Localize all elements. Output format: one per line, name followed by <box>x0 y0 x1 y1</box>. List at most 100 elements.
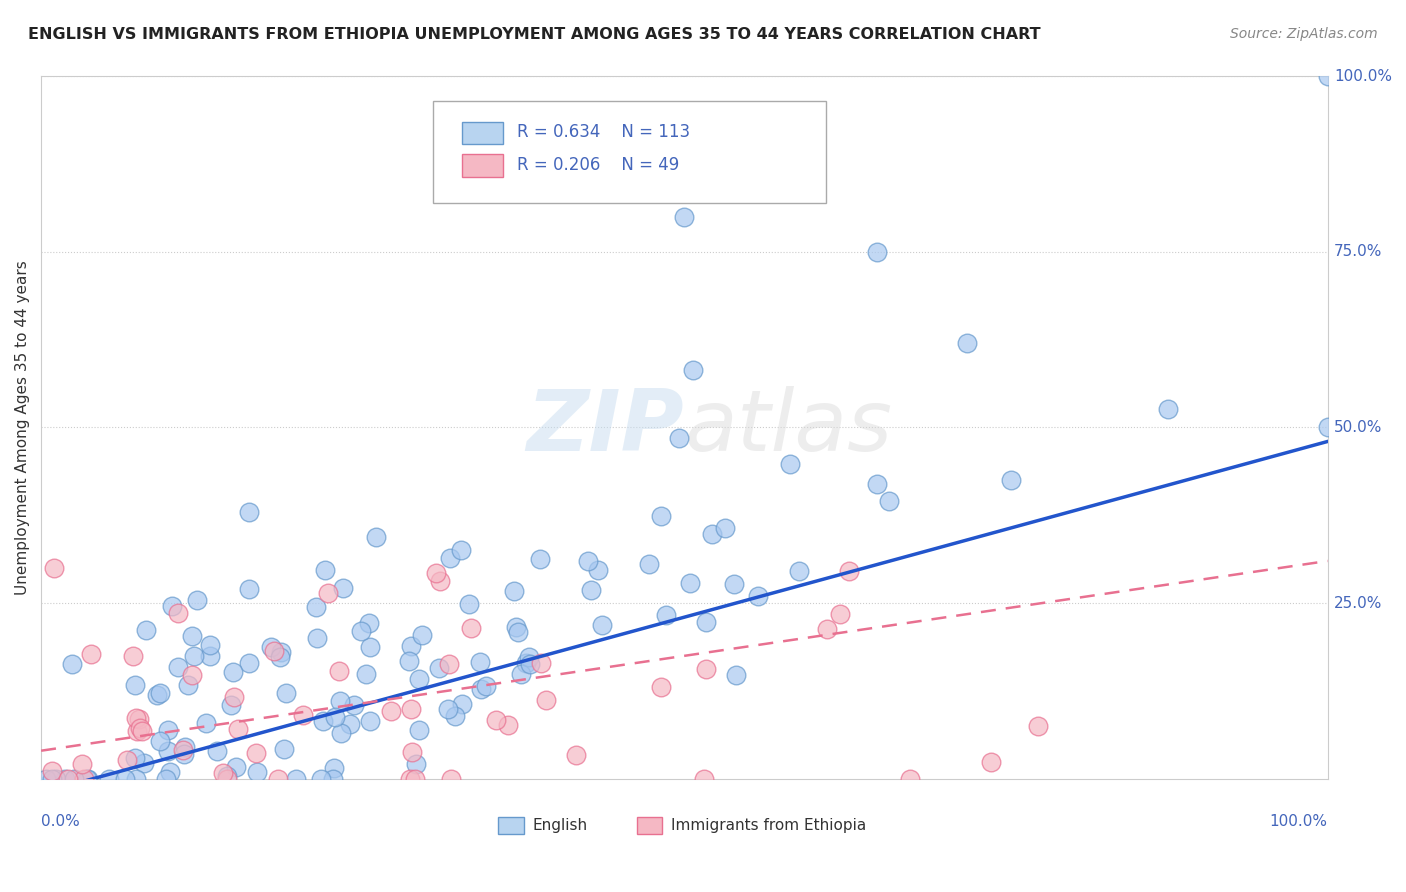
Point <box>879 493 901 508</box>
Point <box>269 649 291 664</box>
Point <box>114 772 136 786</box>
Point <box>682 363 704 377</box>
Point <box>35 772 58 786</box>
Point <box>124 678 146 692</box>
Point <box>425 566 447 580</box>
Point <box>470 681 492 696</box>
Point <box>1316 420 1339 434</box>
Point <box>131 724 153 739</box>
Point <box>53 772 76 786</box>
Text: Immigrants from Ethiopia: Immigrants from Ethiopia <box>672 818 866 833</box>
Point <box>238 505 260 519</box>
Point <box>460 621 482 635</box>
Point <box>356 666 378 681</box>
Text: 75.0%: 75.0% <box>1334 244 1382 260</box>
Point <box>160 599 183 614</box>
Point <box>475 679 498 693</box>
Point <box>650 508 672 523</box>
Point <box>427 661 450 675</box>
Point <box>285 772 308 786</box>
Point <box>245 747 267 761</box>
Point <box>399 702 422 716</box>
Point <box>405 757 427 772</box>
Text: ZIP: ZIP <box>527 386 685 469</box>
Point <box>323 710 346 724</box>
Point <box>713 521 735 535</box>
Point <box>380 704 402 718</box>
Point <box>166 659 188 673</box>
Point <box>429 574 451 589</box>
Point <box>655 608 678 623</box>
Point <box>98 772 121 786</box>
Point <box>439 551 461 566</box>
Point <box>517 649 540 664</box>
Point <box>332 581 354 595</box>
Point <box>586 563 609 577</box>
Point <box>156 744 179 758</box>
FancyBboxPatch shape <box>498 817 523 834</box>
Point <box>408 673 430 687</box>
Point <box>132 756 155 771</box>
Point <box>401 639 423 653</box>
Point <box>125 711 148 725</box>
Point <box>366 530 388 544</box>
Point <box>339 716 361 731</box>
Point <box>679 575 702 590</box>
Point <box>312 714 335 728</box>
Point <box>450 542 472 557</box>
Point <box>323 760 346 774</box>
Point <box>121 648 143 663</box>
Point <box>217 772 239 786</box>
Point <box>222 690 245 705</box>
Point <box>668 431 690 445</box>
Point <box>359 714 381 729</box>
Point <box>128 712 150 726</box>
Point <box>167 606 190 620</box>
Point <box>198 649 221 664</box>
Point <box>246 764 269 779</box>
Point <box>305 632 328 646</box>
Point <box>128 721 150 735</box>
Point <box>404 772 426 786</box>
Point <box>350 624 373 639</box>
Point <box>529 551 551 566</box>
Point <box>401 745 423 759</box>
Point <box>329 694 352 708</box>
Text: ENGLISH VS IMMIGRANTS FROM ETHIOPIA UNEMPLOYMENT AMONG AGES 35 TO 44 YEARS CORRE: ENGLISH VS IMMIGRANTS FROM ETHIOPIA UNEM… <box>28 27 1040 42</box>
Point <box>980 755 1002 769</box>
Point <box>440 772 463 786</box>
Point <box>1000 473 1022 487</box>
Point <box>815 622 838 636</box>
Point <box>437 657 460 671</box>
FancyBboxPatch shape <box>461 121 503 145</box>
Point <box>180 629 202 643</box>
Text: atlas: atlas <box>685 386 893 469</box>
Point <box>215 769 238 783</box>
Point <box>76 772 98 786</box>
Point <box>638 557 661 571</box>
Point <box>291 708 314 723</box>
Point <box>506 625 529 640</box>
Point <box>359 616 381 631</box>
Point <box>41 764 63 779</box>
Point <box>238 656 260 670</box>
Point <box>408 723 430 737</box>
Point <box>747 589 769 603</box>
Point <box>515 656 537 670</box>
Point <box>226 722 249 736</box>
Point <box>695 662 717 676</box>
Point <box>125 772 148 786</box>
Point <box>159 764 181 779</box>
Point <box>309 772 332 786</box>
Point <box>156 723 179 738</box>
Point <box>485 714 508 728</box>
Point <box>457 597 479 611</box>
Text: 25.0%: 25.0% <box>1334 596 1382 611</box>
Point <box>56 772 79 786</box>
Point <box>173 747 195 762</box>
Point <box>180 667 202 681</box>
Point <box>172 743 194 757</box>
Point <box>186 593 208 607</box>
Point <box>530 656 553 670</box>
Point <box>305 599 328 614</box>
